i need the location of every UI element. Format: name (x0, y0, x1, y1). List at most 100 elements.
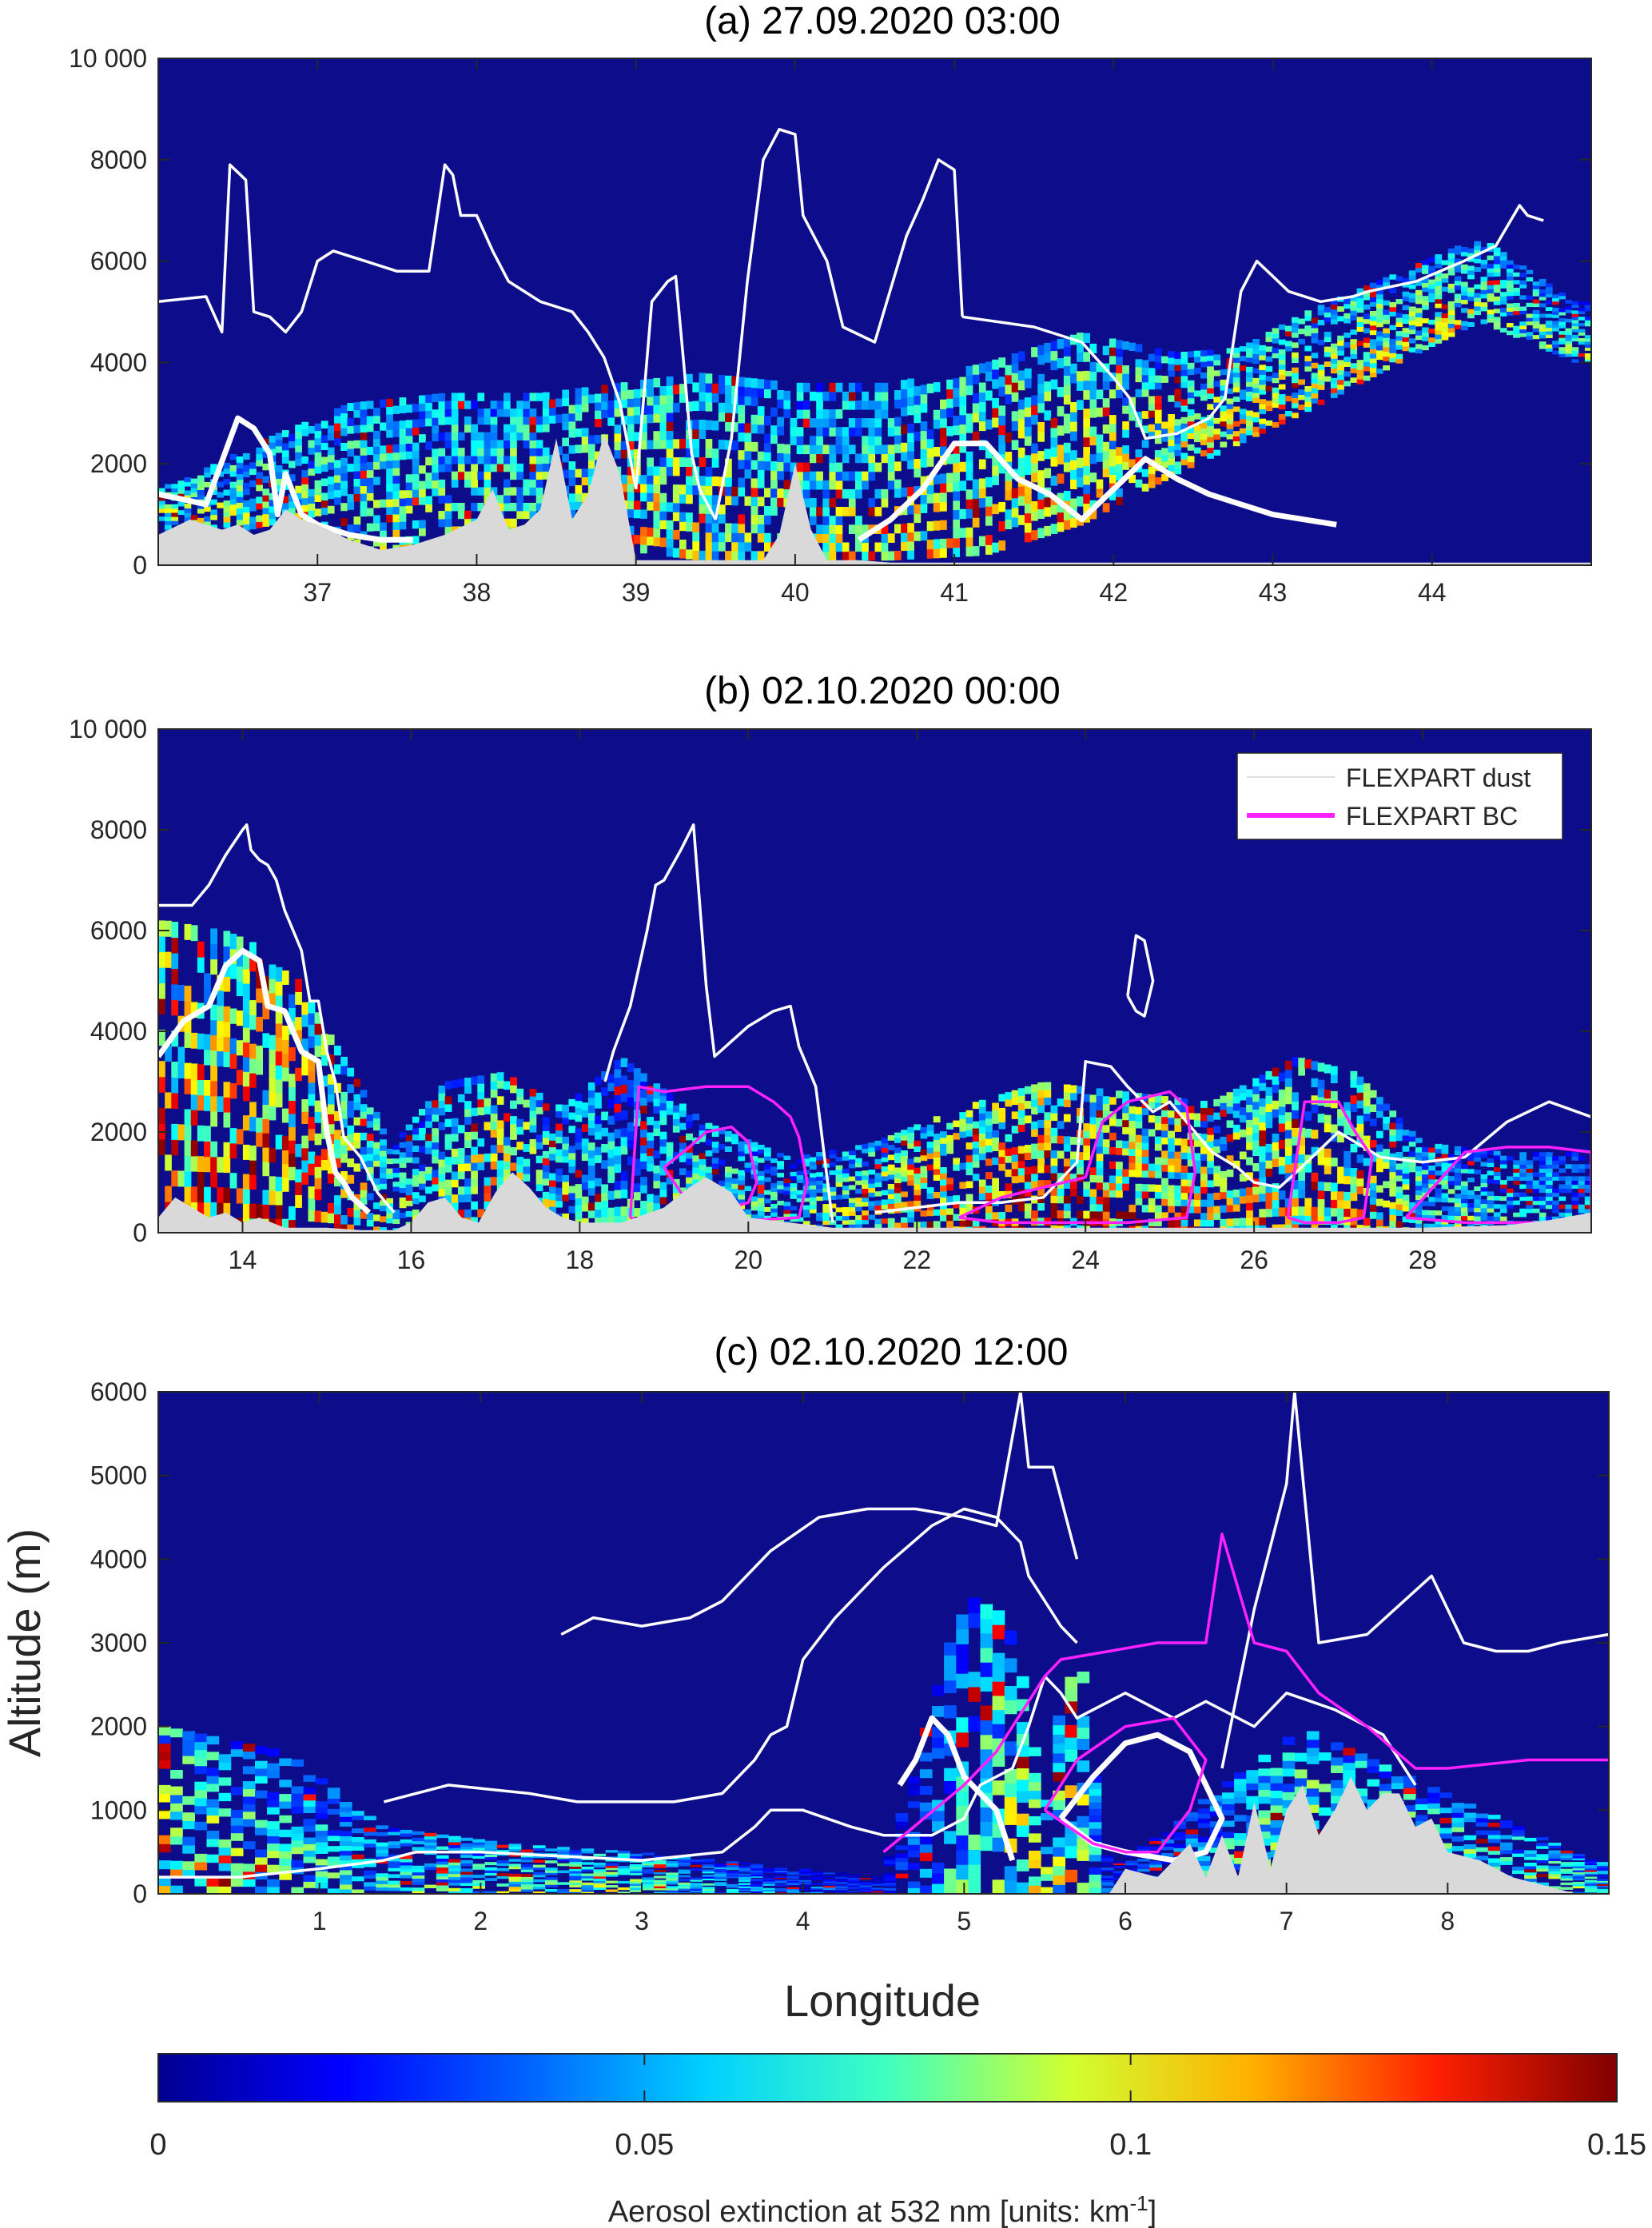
extinction-cell (940, 492, 947, 503)
extinction-cell (334, 482, 341, 491)
extinction-cell (894, 1178, 902, 1183)
extinction-cell (399, 451, 407, 460)
extinction-cell (1272, 337, 1280, 344)
extinction-cell (1200, 356, 1208, 362)
extinction-cell (1558, 331, 1566, 335)
extinction-cell (516, 1164, 524, 1173)
extinction-cell (1447, 314, 1455, 320)
extinction-cell (718, 532, 726, 543)
extinction-cell (1461, 290, 1468, 296)
extinction-cell (1122, 1112, 1129, 1121)
extinction-cell (718, 440, 726, 450)
extinction-cell (907, 1142, 914, 1149)
extinction-cell (1252, 412, 1260, 418)
extinction-cell (647, 466, 654, 476)
extinction-cell (535, 487, 543, 496)
extinction-cell (874, 391, 882, 401)
extinction-cell (874, 1191, 882, 1197)
extinction-cell (242, 524, 250, 531)
extinction-cell (542, 1198, 550, 1206)
extinction-cell (887, 444, 895, 455)
extinction-cell (647, 501, 654, 511)
extinction-cell (829, 471, 837, 481)
extinction-cell (666, 457, 674, 467)
extinction-cell (1369, 282, 1377, 289)
extinction-cell (1383, 342, 1390, 348)
extinction-cell (692, 532, 700, 542)
extinction-cell (1467, 309, 1475, 314)
extinction-cell (1135, 1142, 1143, 1150)
extinction-cell (366, 523, 374, 532)
extinction-cell (659, 421, 667, 432)
extinction-cell (1135, 359, 1143, 368)
extinction-cell (868, 400, 876, 410)
extinction-cell (301, 476, 309, 484)
extinction-cell (217, 1157, 225, 1173)
extinction-cell (1480, 281, 1488, 286)
extinction-cell (1428, 329, 1435, 334)
extinction-cell (810, 1185, 817, 1190)
extinction-cell (1474, 297, 1481, 302)
extinction-cell (1180, 1111, 1188, 1119)
extinction-cell (535, 448, 543, 456)
extinction-cell (190, 1110, 198, 1126)
extinction-cell (301, 1111, 309, 1124)
extinction-cell (901, 442, 908, 452)
extinction-cell (380, 1183, 387, 1190)
extinction-cell (444, 1118, 452, 1127)
extinction-cell (659, 1102, 667, 1111)
extinction-cell (978, 392, 986, 403)
extinction-cell (575, 484, 583, 494)
extinction-cell (1180, 417, 1188, 424)
extinction-cell (275, 1190, 283, 1206)
extinction-cell (1037, 1195, 1045, 1203)
extinction-cell (1552, 308, 1559, 312)
extinction-cell (1350, 329, 1358, 335)
extinction-cell (777, 497, 784, 508)
extinction-cell (1545, 307, 1553, 311)
extinction-cell (835, 1194, 843, 1200)
extinction-cell (327, 1103, 335, 1114)
extinction-cell (1376, 345, 1383, 351)
extinction-cell (158, 982, 165, 999)
extinction-cell (249, 1000, 257, 1015)
extinction-cell (1331, 353, 1338, 359)
extinction-cell (757, 1210, 765, 1216)
extinction-cell (1343, 371, 1351, 377)
extinction-cell (275, 967, 283, 982)
extinction-cell (920, 403, 928, 413)
extinction-cell (386, 460, 393, 469)
extinction-cell (901, 1222, 908, 1229)
extinction-cell (1070, 1137, 1077, 1145)
extinction-cell (1044, 1150, 1052, 1158)
dust-contour (158, 415, 413, 543)
extinction-cell (471, 440, 478, 448)
extinction-cell (1526, 295, 1534, 300)
extinction-cell (496, 409, 504, 417)
extinction-cell (731, 532, 738, 543)
extinction-cell (686, 448, 693, 458)
extinction-cell (1129, 459, 1136, 468)
extinction-cell (1259, 418, 1266, 424)
extinction-cell (1096, 407, 1104, 417)
extinction-cell (373, 1178, 380, 1186)
extinction-cell (738, 1141, 746, 1147)
extinction-cell (901, 397, 908, 408)
extinction-cell (868, 1206, 876, 1211)
extinction-cell (477, 1091, 485, 1100)
extinction-cell (327, 476, 335, 484)
extinction-cell (217, 1005, 225, 1022)
extinction-cell (523, 416, 531, 425)
extinction-cell (1207, 1154, 1214, 1162)
extinction-cell (705, 485, 713, 496)
extinction-cell (405, 420, 413, 428)
extinction-cell (842, 1194, 850, 1199)
extinction-cell (353, 1217, 361, 1226)
extinction-cell (940, 409, 947, 419)
extinction-cell (679, 1187, 687, 1195)
extinction-cell (405, 1135, 413, 1142)
extinction-cell (242, 998, 250, 1014)
extinction-cell (757, 532, 765, 543)
extinction-cell (1154, 416, 1162, 424)
extinction-cell (992, 1130, 999, 1138)
